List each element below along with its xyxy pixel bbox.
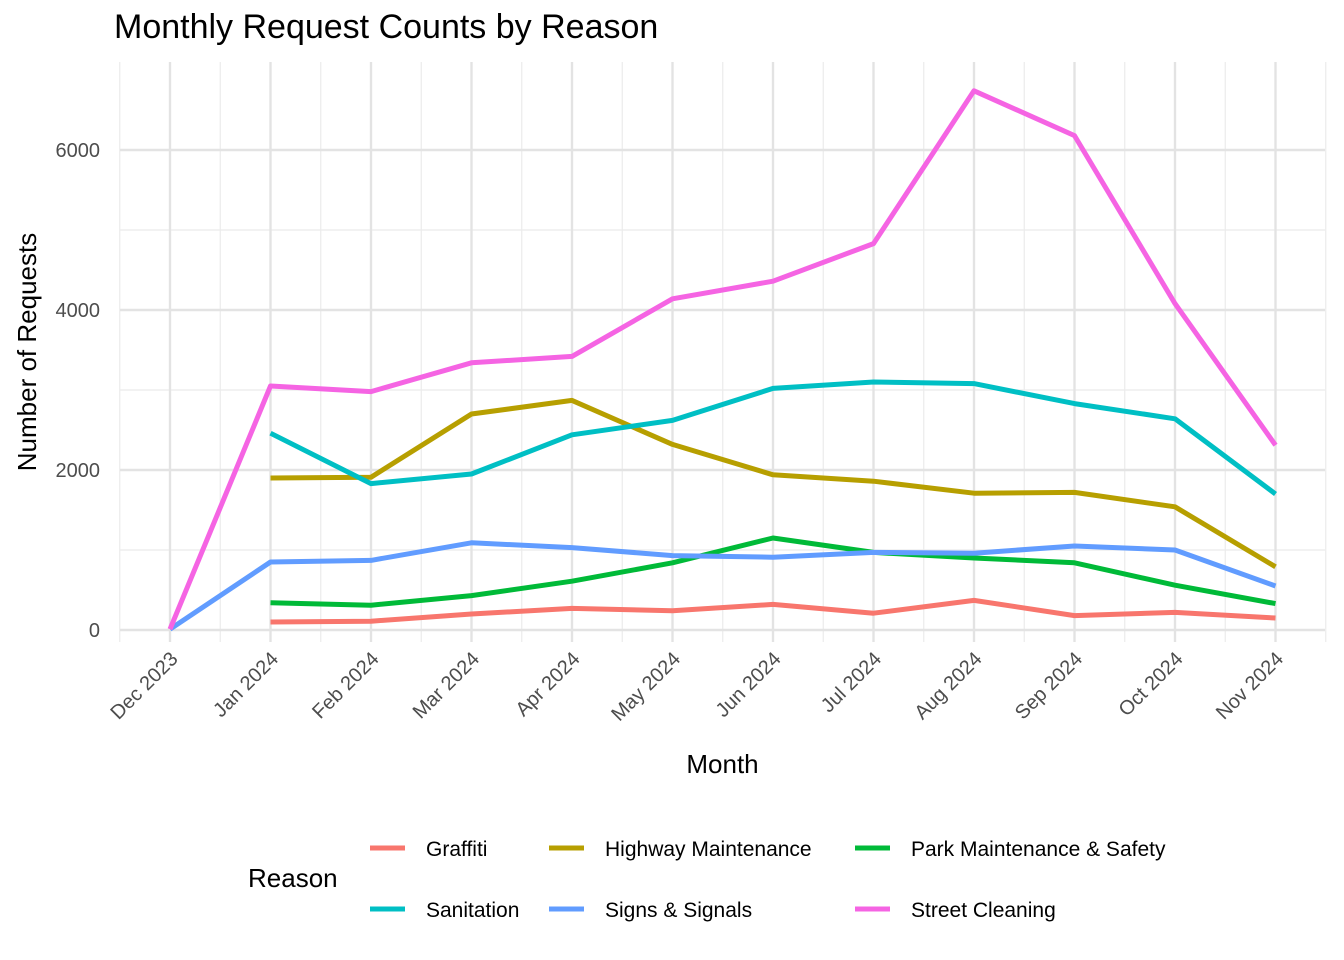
legend-title: Reason xyxy=(248,863,338,893)
x-tick-label: May 2024 xyxy=(607,648,685,726)
y-tick-label: 0 xyxy=(89,620,100,642)
legend-label: Highway Maintenance xyxy=(605,838,812,861)
y-axis-title: Number of Requests xyxy=(12,233,42,471)
legend-label: Sanitation xyxy=(426,899,519,922)
series-line xyxy=(269,379,1277,497)
x-tick-label: Apr 2024 xyxy=(512,648,585,721)
x-axis-title: Month xyxy=(686,749,758,779)
series-line xyxy=(270,397,1277,569)
x-tick-label: Nov 2024 xyxy=(1212,648,1288,724)
x-tick-label: Aug 2024 xyxy=(910,648,986,724)
x-tick-label: Mar 2024 xyxy=(409,648,484,723)
x-tick-label: Oct 2024 xyxy=(1115,648,1188,721)
legend-label: Street Cleaning xyxy=(911,899,1056,922)
x-tick-label: Dec 2023 xyxy=(106,648,182,724)
y-tick-label: 6000 xyxy=(56,140,101,162)
legend-label: Signs & Signals xyxy=(605,899,752,922)
x-tick-label: Sep 2024 xyxy=(1011,648,1087,724)
chart-title: Monthly Request Counts by Reason xyxy=(114,8,659,46)
x-tick-label: Jan 2024 xyxy=(209,648,283,722)
series-line xyxy=(270,597,1276,625)
x-tick-label: Jun 2024 xyxy=(712,648,786,722)
x-tick-label: Feb 2024 xyxy=(308,648,383,723)
series-line xyxy=(168,540,1277,632)
legend-label: Park Maintenance & Safety xyxy=(911,838,1166,861)
series-line xyxy=(167,88,1278,631)
y-tick-label: 2000 xyxy=(56,460,101,482)
x-tick-label: Jul 2024 xyxy=(817,648,886,717)
legend-label: Graffiti xyxy=(426,838,487,861)
y-tick-label: 4000 xyxy=(56,300,101,322)
series-line xyxy=(270,535,1276,608)
